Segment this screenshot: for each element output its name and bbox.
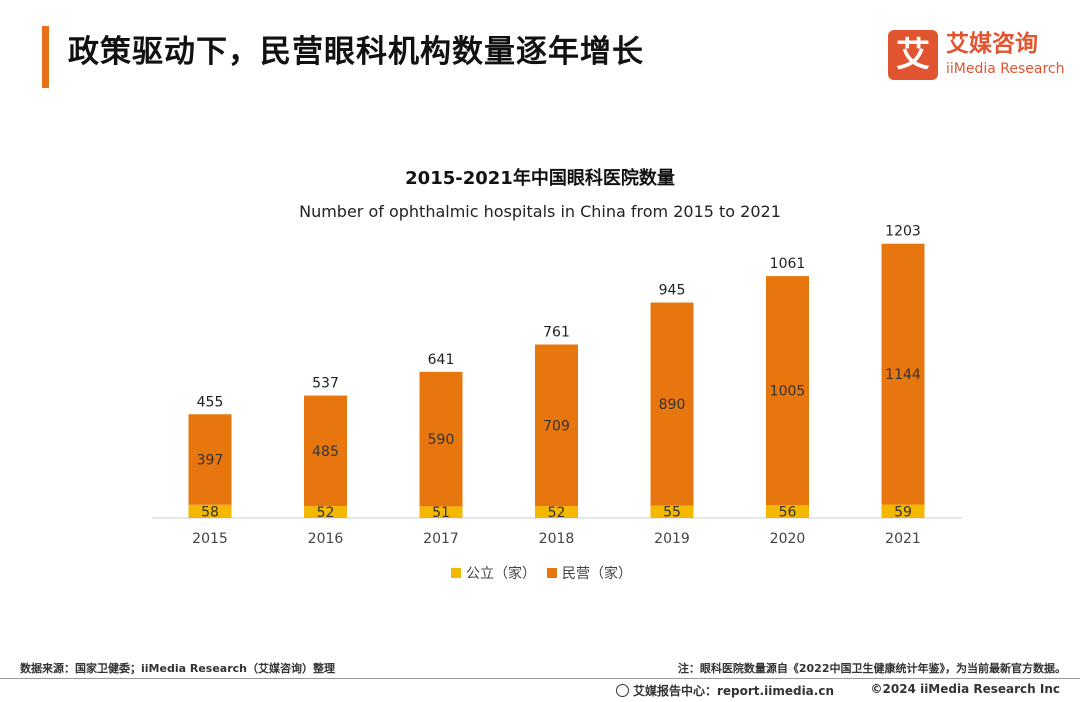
label-public-2018: 52 xyxy=(548,505,566,521)
label-total-2016: 537 xyxy=(312,376,339,392)
footer-source: 数据来源：国家卫健委；iiMedia Research（艾媒咨询）整理 xyxy=(20,662,335,675)
stacked-bar-chart: 2015-2021年中国眼科医院数量 Number of ophthalmic h… xyxy=(152,167,962,582)
bar-private-2020 xyxy=(766,276,809,506)
label-private-2018: 709 xyxy=(543,418,570,434)
legend-swatch-public xyxy=(451,568,461,578)
bar-public-2021 xyxy=(881,504,925,518)
label-public-2020: 56 xyxy=(779,505,797,521)
footer-note: 注：眼科医院数量源自《2022中国卫生健康统计年鉴》，为当前最新官方数据。 xyxy=(677,662,1066,675)
legend-label-public: 公立（家） xyxy=(466,565,536,582)
x-tick-2015: 2015 xyxy=(192,531,228,547)
title-accent-bar xyxy=(42,26,49,88)
footer-divider xyxy=(0,678,1080,679)
page-title: 政策驱动下，民营眼科机构数量逐年增长 xyxy=(68,34,644,70)
chart-subtitle: Number of ophthalmic hospitals in China … xyxy=(299,202,781,221)
bar-public-2016 xyxy=(304,506,347,518)
logo-text-en: iiMedia Research xyxy=(946,61,1065,77)
label-total-2020: 1061 xyxy=(770,256,806,272)
bar-public-2017 xyxy=(419,506,463,518)
bar-private-2019 xyxy=(650,302,694,506)
x-tick-2017: 2017 xyxy=(423,531,459,547)
label-private-2016: 485 xyxy=(312,444,339,460)
bar-public-2020 xyxy=(766,505,809,518)
bar-public-2018 xyxy=(535,506,578,518)
x-tick-2019: 2019 xyxy=(654,531,690,547)
label-total-2018: 761 xyxy=(543,324,570,340)
globe-icon xyxy=(616,684,629,697)
x-tick-2020: 2020 xyxy=(770,531,806,547)
bar-private-2016 xyxy=(304,395,347,507)
brand-logo: 艾 艾媒咨询 iiMedia Research xyxy=(888,30,1068,82)
x-tick-2016: 2016 xyxy=(308,531,344,547)
legend-swatch-private xyxy=(547,568,557,578)
label-total-2015: 455 xyxy=(197,394,224,410)
label-private-2021: 1144 xyxy=(885,367,921,383)
label-total-2017: 641 xyxy=(428,352,455,368)
label-private-2017: 590 xyxy=(428,432,455,448)
bar-private-2015 xyxy=(188,414,232,505)
footer-copyright: ©2024 iiMedia Research Inc xyxy=(870,682,1061,696)
label-public-2021: 59 xyxy=(894,504,912,520)
label-private-2015: 397 xyxy=(197,453,224,469)
bar-private-2017 xyxy=(419,371,463,507)
label-total-2019: 945 xyxy=(659,283,686,299)
bar-private-2021 xyxy=(881,243,925,505)
logo-text-cn: 艾媒咨询 xyxy=(946,31,1038,57)
x-tick-2021: 2021 xyxy=(885,531,921,547)
logo-mark-icon: 艾 xyxy=(888,30,938,80)
label-public-2015: 58 xyxy=(201,504,219,520)
legend-label-private: 民营（家） xyxy=(562,565,632,582)
label-private-2019: 890 xyxy=(659,397,686,413)
label-private-2020: 1005 xyxy=(770,384,806,400)
label-public-2017: 51 xyxy=(432,505,450,521)
bar-public-2015 xyxy=(188,504,232,518)
x-tick-2018: 2018 xyxy=(539,531,575,547)
label-total-2021: 1203 xyxy=(885,224,921,240)
chart-title: 2015-2021年中国眼科医院数量 xyxy=(405,167,675,189)
label-public-2019: 55 xyxy=(663,505,681,521)
label-public-2016: 52 xyxy=(317,505,335,521)
bar-private-2018 xyxy=(535,344,578,507)
bar-public-2019 xyxy=(650,505,694,518)
footer-report-text: 艾媒报告中心：report.iimedia.cn xyxy=(633,684,834,698)
footer-report-center[interactable]: 艾媒报告中心：report.iimedia.cn xyxy=(616,682,834,699)
